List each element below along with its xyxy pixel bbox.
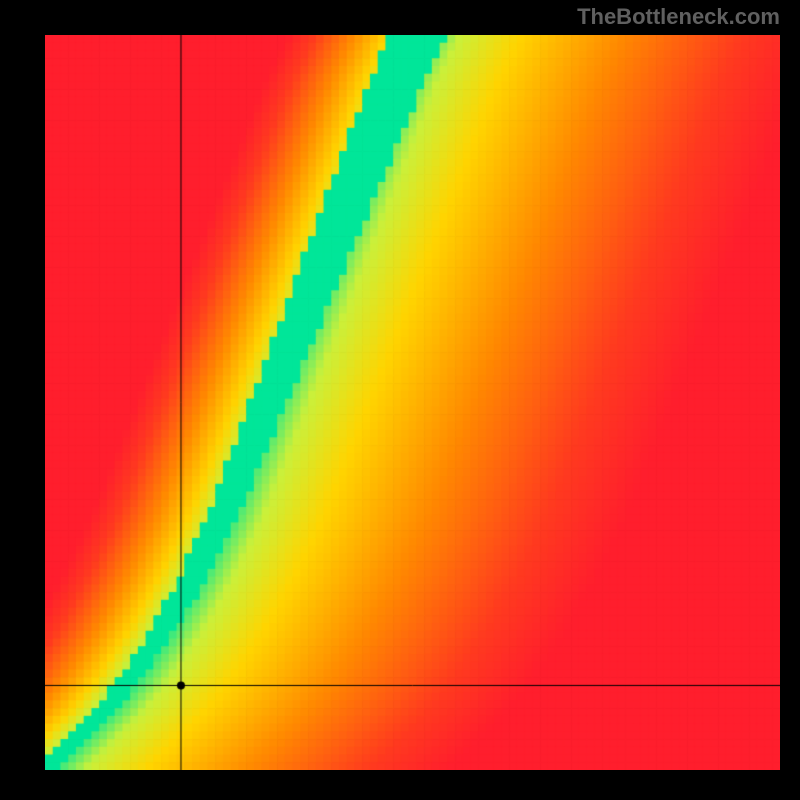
watermark-text: TheBottleneck.com <box>577 4 780 30</box>
heatmap-canvas <box>45 35 780 770</box>
heatmap-chart <box>45 35 780 770</box>
